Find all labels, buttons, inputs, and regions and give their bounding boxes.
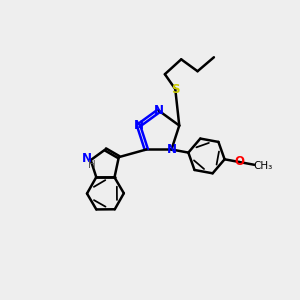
Text: CH₃: CH₃ — [253, 161, 272, 171]
Text: N: N — [134, 119, 144, 132]
Text: H: H — [88, 160, 96, 170]
Text: S: S — [171, 82, 179, 96]
Text: O: O — [234, 155, 244, 169]
Text: N: N — [167, 143, 176, 156]
Text: N: N — [154, 104, 164, 117]
Text: N: N — [82, 152, 92, 165]
